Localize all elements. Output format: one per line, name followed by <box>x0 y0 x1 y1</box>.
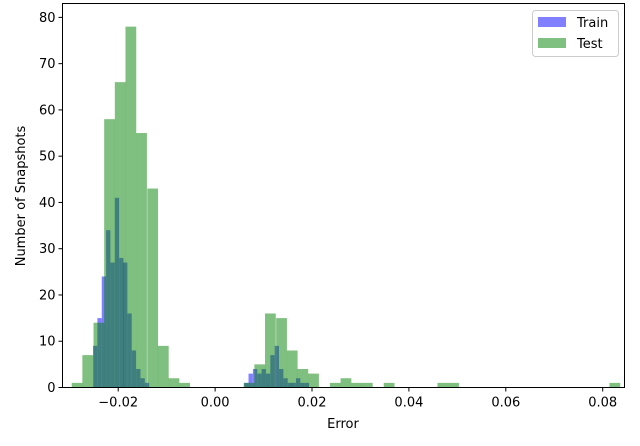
plot-frame <box>62 3 625 388</box>
y-axis-title: Number of Snapshots <box>14 125 29 266</box>
y-tick-label: 70 <box>39 57 56 72</box>
y-tick-label: 40 <box>39 196 56 211</box>
legend: Train Test <box>532 10 619 57</box>
legend-swatch-train <box>538 17 566 27</box>
bar-test-2 <box>93 322 105 388</box>
x-tick-label: 0.08 <box>588 396 617 411</box>
bar-test-26 <box>609 382 621 388</box>
x-tick-label: 0.02 <box>298 396 327 411</box>
y-tick-label: 10 <box>39 335 56 350</box>
bar-test-5 <box>125 26 137 388</box>
bar-test-17 <box>308 373 319 388</box>
y-tick-label: 20 <box>39 288 56 303</box>
bar-test-15 <box>286 350 298 388</box>
bar-test-16 <box>297 368 309 388</box>
bar-test-12 <box>254 364 266 388</box>
y-tick-label: 30 <box>39 242 56 257</box>
bar-test-19 <box>329 382 341 388</box>
bar-test-22 <box>361 382 373 388</box>
bar-test-0 <box>71 382 83 388</box>
y-tick-label: 50 <box>39 150 56 165</box>
x-axis-title: Error <box>327 417 359 432</box>
x-tick-label: 0.00 <box>201 396 230 411</box>
legend-swatch-test <box>538 38 566 48</box>
bar-test-23 <box>383 382 395 388</box>
legend-label-train: Train <box>576 16 608 31</box>
bar-test-13 <box>265 313 276 388</box>
bar-train-12 <box>144 382 150 388</box>
bar-test-10 <box>179 382 191 388</box>
bar-train-14 <box>248 373 253 388</box>
y-axis: 0 10 20 30 40 50 60 70 80 <box>39 11 63 396</box>
series-test <box>71 26 621 388</box>
bar-test-9 <box>168 378 180 388</box>
bar-test-1 <box>82 355 94 388</box>
bars-layer <box>71 26 621 388</box>
bar-test-3 <box>104 119 115 388</box>
bar-test-6 <box>136 133 147 388</box>
bar-test-24 <box>437 382 449 388</box>
y-tick-label: 0 <box>47 381 55 396</box>
bar-test-21 <box>351 382 363 388</box>
bar-test-4 <box>114 82 126 388</box>
x-tick-label: 0.06 <box>491 396 520 411</box>
y-tick-label: 80 <box>39 11 56 26</box>
bar-test-8 <box>157 345 169 388</box>
y-tick-label: 60 <box>39 103 56 118</box>
bar-test-7 <box>147 188 159 388</box>
x-tick-label: −0.02 <box>98 396 138 411</box>
x-axis: −0.02 0.00 0.02 0.04 0.06 0.08 <box>98 387 617 411</box>
bar-test-11 <box>243 382 255 388</box>
bar-test-25 <box>448 382 459 388</box>
bar-test-20 <box>340 378 352 388</box>
legend-label-test: Test <box>576 37 603 52</box>
x-tick-label: 0.04 <box>394 396 423 411</box>
bar-test-14 <box>276 318 287 388</box>
